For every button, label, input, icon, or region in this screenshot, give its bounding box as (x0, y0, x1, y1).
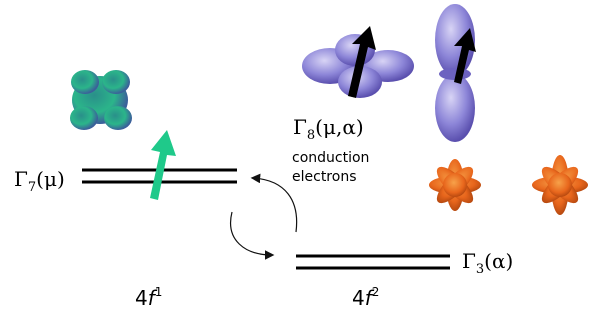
config-label: 4f2 (352, 285, 379, 309)
transition-arrow (253, 178, 297, 232)
diagram: Γ7(μ) Γ8(μ,α) conduction electrons Γ3(α)… (0, 0, 595, 309)
orbital-orange (429, 155, 588, 215)
orbital-green (70, 70, 132, 130)
config-label: 4f1 (135, 285, 162, 309)
spin-arrow (150, 130, 176, 200)
level-label: Γ8(μ,α) (293, 115, 364, 143)
transition-arrow (231, 212, 272, 255)
level-label: Γ7(μ) (14, 167, 65, 195)
level-label: Γ3(α) (462, 249, 513, 277)
conduction-label: electrons (292, 169, 356, 185)
conduction-label: conduction (292, 150, 369, 166)
